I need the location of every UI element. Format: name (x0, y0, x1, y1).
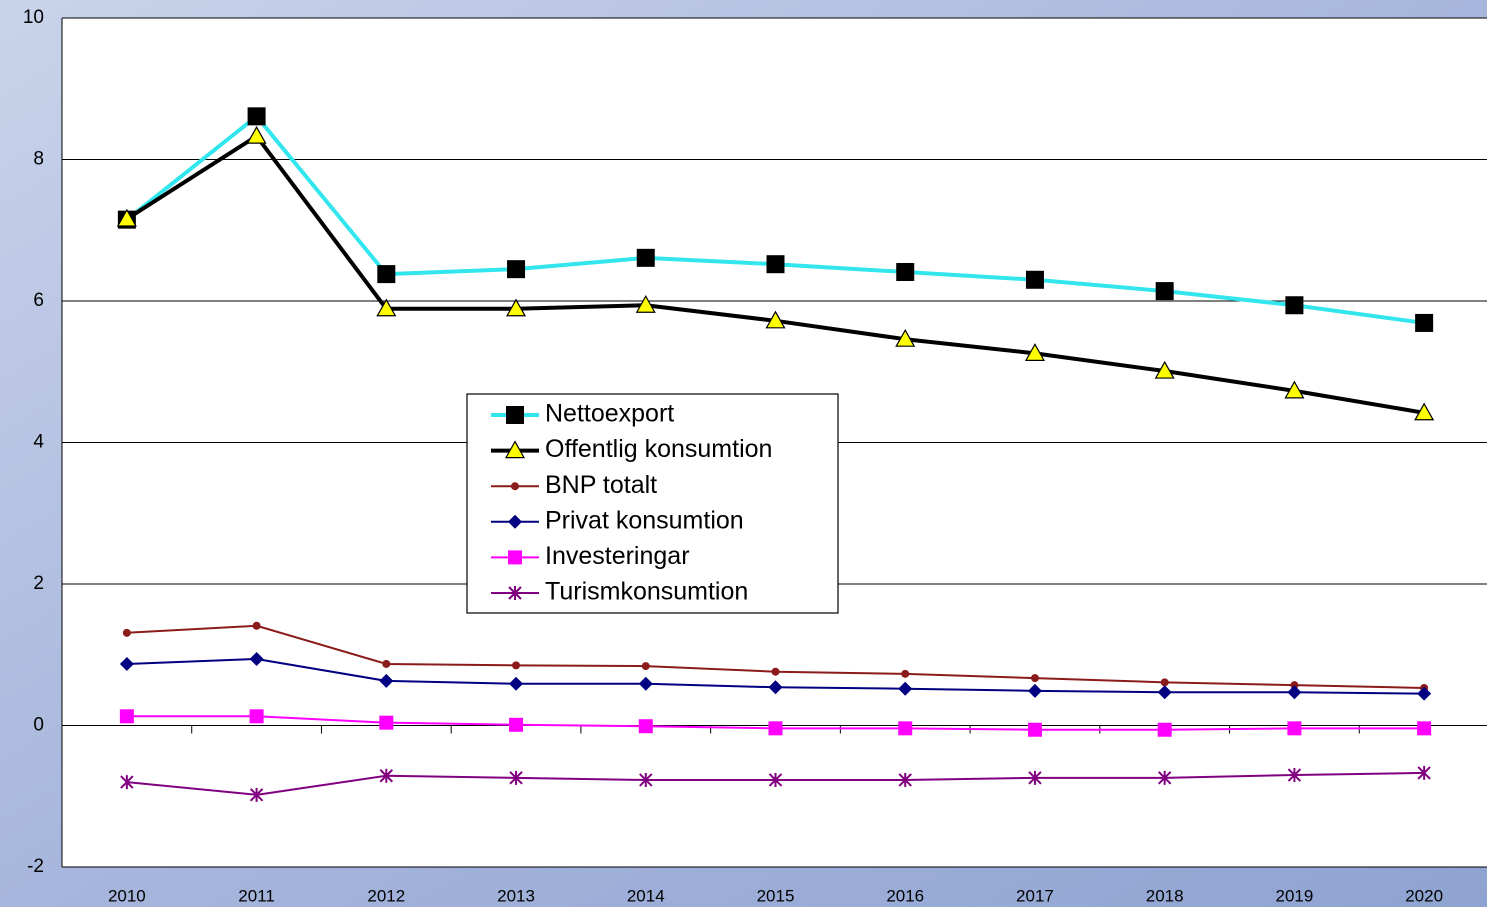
marker (249, 651, 264, 666)
marker (1027, 683, 1042, 698)
marker (252, 621, 261, 630)
marker (898, 681, 913, 696)
y-tick-label: 10 (23, 7, 44, 28)
marker (246, 125, 267, 144)
y-tick-label: 8 (33, 149, 44, 170)
marker (638, 719, 653, 734)
marker (898, 772, 912, 787)
marker (1287, 721, 1302, 736)
marker (508, 586, 522, 600)
marker (376, 298, 397, 317)
marker (247, 107, 266, 126)
legend-label: Privat konsumtion (545, 506, 744, 534)
marker (122, 628, 131, 637)
y-tick-label: 4 (33, 432, 44, 453)
marker (635, 295, 656, 313)
marker (1157, 770, 1172, 785)
marker (1025, 270, 1044, 289)
x-tick-label: 2011 (238, 886, 275, 905)
marker (508, 514, 522, 529)
x-tick-label: 2013 (497, 886, 535, 905)
marker (1030, 674, 1039, 683)
x-tick-label: 2012 (367, 886, 405, 905)
marker (506, 298, 527, 317)
marker (377, 265, 396, 284)
marker (1285, 296, 1304, 315)
marker (768, 772, 783, 787)
marker (119, 656, 134, 671)
marker (1414, 402, 1435, 421)
marker (1160, 678, 1169, 687)
marker (509, 770, 523, 785)
marker (116, 208, 137, 227)
marker (1028, 770, 1042, 785)
x-tick-label: 2020 (1405, 886, 1443, 905)
marker (507, 260, 526, 279)
marker (1290, 681, 1299, 690)
marker (509, 676, 524, 691)
legend-label: Nettoexport (545, 400, 674, 428)
marker (382, 659, 391, 668)
marker (638, 676, 653, 691)
marker (896, 262, 915, 281)
marker (895, 328, 916, 347)
marker (512, 661, 521, 670)
marker (1287, 685, 1302, 700)
marker (1287, 768, 1302, 783)
marker (1157, 685, 1172, 700)
legend-label: Offentlig konsumtion (545, 435, 772, 463)
marker (1024, 343, 1045, 361)
y-tick-label: 2 (33, 573, 44, 594)
marker (249, 709, 264, 724)
marker (639, 772, 653, 787)
marker (1284, 380, 1305, 399)
x-tick-label: 2010 (108, 886, 146, 905)
marker (768, 721, 783, 736)
marker (1155, 282, 1174, 301)
marker (249, 787, 264, 802)
marker (765, 310, 786, 329)
marker (771, 667, 780, 676)
marker (768, 680, 783, 695)
y-tick-label: 0 (33, 715, 44, 736)
legend-label: Investeringar (545, 542, 690, 570)
marker (379, 673, 394, 688)
marker (766, 255, 785, 274)
marker (511, 482, 519, 491)
marker (1157, 722, 1172, 737)
x-tick-label: 2019 (1275, 886, 1313, 905)
marker (1154, 360, 1175, 379)
marker (504, 440, 526, 459)
marker (120, 775, 134, 790)
marker (1027, 722, 1042, 737)
marker (1417, 721, 1432, 736)
legend-label: Turismkonsumtion (545, 578, 748, 606)
x-tick-label: 2016 (886, 886, 924, 905)
marker (379, 715, 394, 730)
marker (119, 709, 134, 724)
x-tick-label: 2014 (627, 886, 665, 905)
marker (508, 550, 522, 565)
marker (379, 768, 394, 783)
marker (901, 669, 910, 678)
marker (506, 406, 524, 424)
legend-box (466, 393, 839, 614)
marker (509, 717, 524, 732)
marker (1417, 686, 1432, 701)
marker (1417, 765, 1431, 780)
y-tick-label: 6 (33, 290, 44, 311)
marker (1415, 313, 1434, 332)
marker (636, 248, 655, 267)
y-tick-label: -2 (27, 856, 44, 877)
marker (641, 662, 650, 671)
legend-label: BNP totalt (545, 471, 657, 499)
x-tick-label: 2015 (757, 886, 795, 905)
x-tick-label: 2018 (1146, 886, 1184, 905)
marker (898, 721, 913, 736)
x-tick-label: 2017 (1016, 886, 1054, 905)
